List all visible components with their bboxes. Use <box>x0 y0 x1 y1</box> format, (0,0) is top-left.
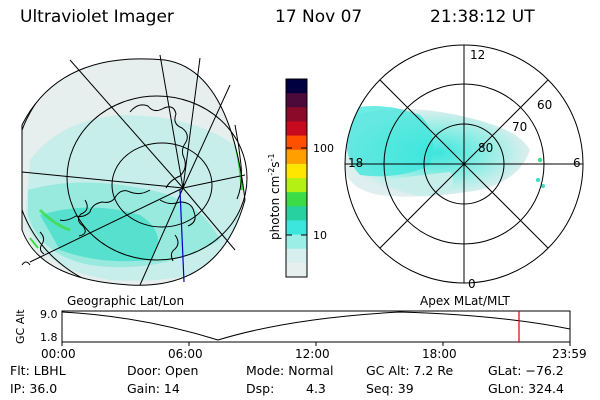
mlt-label-right: 6 <box>573 156 581 170</box>
seq-status: Seq: 39 <box>366 381 414 396</box>
right-panel-caption: Apex MLat/MLT <box>420 294 510 308</box>
mlt-label-left: 18 <box>348 156 363 170</box>
mlat-label-70: 70 <box>512 120 527 134</box>
mlat-label-80: 80 <box>478 141 493 155</box>
glat-status: GLat: −76.2 <box>488 363 564 378</box>
dsp-label: Dsp: <box>246 381 275 396</box>
filter-status: Flt: LBHL <box>10 363 66 378</box>
geographic-map <box>21 54 248 286</box>
colorbar-tick-10: 10 <box>313 229 327 242</box>
colorbar-band <box>286 149 307 165</box>
alt-axis-label: GC Alt <box>14 309 27 344</box>
colorbar-band <box>286 220 307 236</box>
colorbar-band <box>286 262 307 278</box>
glon-status: GLon: 324.4 <box>488 381 564 396</box>
time-label: 21:38:12 UT <box>430 7 535 27</box>
altitude-curve <box>61 311 571 341</box>
colorbar-band <box>286 163 307 179</box>
alt-tick-high: 9.0 <box>40 308 58 321</box>
gain-status: Gain: 14 <box>127 381 180 396</box>
colorbar-band <box>286 79 307 94</box>
colorbar-band <box>286 121 307 137</box>
colorbar: 100 10 photon cm-2s-1 <box>267 78 334 278</box>
colorbar-band <box>286 107 307 122</box>
mode-status: Mode: Normal <box>246 363 334 378</box>
left-panel-caption: Geographic Lat/Lon <box>67 294 184 308</box>
x-tick-1800: 18:00 <box>422 347 457 361</box>
x-tick-2359: 23:59 <box>552 347 587 361</box>
alt-tick-low: 1.8 <box>40 331 58 344</box>
dsp-value: 4.3 <box>306 381 326 396</box>
instrument-title: Ultraviolet Imager <box>20 7 174 27</box>
uv-emission-geo <box>22 58 245 286</box>
colorbar-band <box>286 135 307 151</box>
x-tick-1200: 12:00 <box>295 347 330 361</box>
date-label: 17 Nov 07 <box>275 7 363 27</box>
x-tick-0600: 06:00 <box>168 347 203 361</box>
colorbar-tick-100: 100 <box>313 142 334 155</box>
altitude-plot: 9.0 1.8 GC Alt 00:00 06:00 12:00 18:00 2… <box>14 308 587 361</box>
colorbar-band <box>286 234 307 250</box>
apex-polar-plot: 12 18 6 0 60 70 80 <box>344 44 584 291</box>
colorbar-band <box>286 93 307 108</box>
x-tick-0000: 00:00 <box>41 347 76 361</box>
colorbar-unit: photon cm-2s-1 <box>267 153 282 240</box>
coastline <box>21 104 242 266</box>
colorbar-band <box>286 192 307 207</box>
mlt-label-top: 12 <box>470 48 485 62</box>
mlat-label-60: 60 <box>537 98 552 112</box>
door-status: Door: Open <box>127 363 199 378</box>
colorbar-band <box>286 206 307 221</box>
colorbar-band <box>286 178 307 193</box>
gc-alt-status: GC Alt: 7.2 Re <box>366 363 454 378</box>
colorbar-band <box>286 248 307 264</box>
mlt-label-bottom: 0 <box>468 277 476 291</box>
ip-status: IP: 36.0 <box>10 381 58 396</box>
